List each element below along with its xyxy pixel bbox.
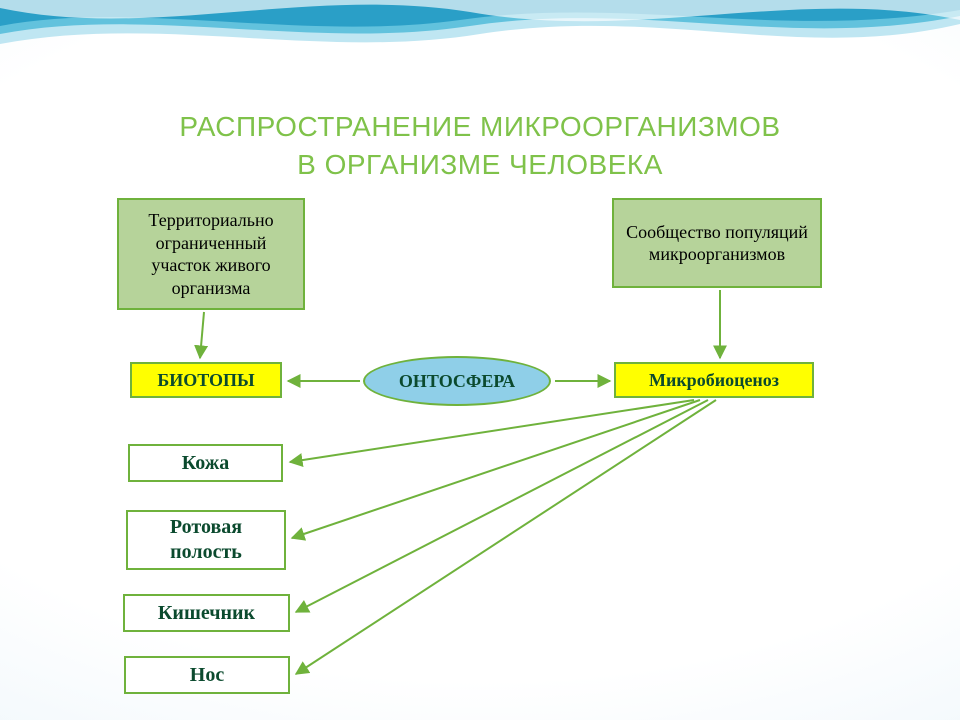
wave-decoration xyxy=(0,0,960,90)
definition-biotope-text: Территориально ограниченный участок живо… xyxy=(125,209,297,299)
title-line2: В ОРГАНИЗМЕ ЧЕЛОВЕКА xyxy=(297,149,663,180)
node-intestine: Кишечник xyxy=(123,594,290,632)
node-microbiocenosis-text: Микробиоценоз xyxy=(649,369,779,392)
definition-microbiocenosis: Сообщество популяций микроорганизмов xyxy=(612,198,822,288)
node-nose-text: Нос xyxy=(190,663,224,688)
node-microbiocenosis: Микробиоценоз xyxy=(614,362,814,398)
node-biotopes-text: БИОТОПЫ xyxy=(157,369,254,392)
node-skin-text: Кожа xyxy=(182,451,230,476)
definition-microbiocenosis-text: Сообщество популяций микроорганизмов xyxy=(620,221,814,266)
node-oral-cavity: Ротовая полость xyxy=(126,510,286,570)
definition-biotope: Территориально ограниченный участок живо… xyxy=(117,198,305,310)
node-ontosphere: ОНТОСФЕРА xyxy=(363,356,551,406)
node-ontosphere-text: ОНТОСФЕРА xyxy=(399,370,515,393)
slide: РАСПРОСТРАНЕНИЕ МИКРООРГАНИЗМОВ В ОРГАНИ… xyxy=(0,0,960,720)
node-biotopes: БИОТОПЫ xyxy=(130,362,282,398)
node-oral-text: Ротовая полость xyxy=(134,515,278,565)
title-line1: РАСПРОСТРАНЕНИЕ МИКРООРГАНИЗМОВ xyxy=(179,111,780,142)
node-nose: Нос xyxy=(124,656,290,694)
node-skin: Кожа xyxy=(128,444,283,482)
slide-title: РАСПРОСТРАНЕНИЕ МИКРООРГАНИЗМОВ В ОРГАНИ… xyxy=(0,108,960,184)
node-gut-text: Кишечник xyxy=(158,601,255,626)
